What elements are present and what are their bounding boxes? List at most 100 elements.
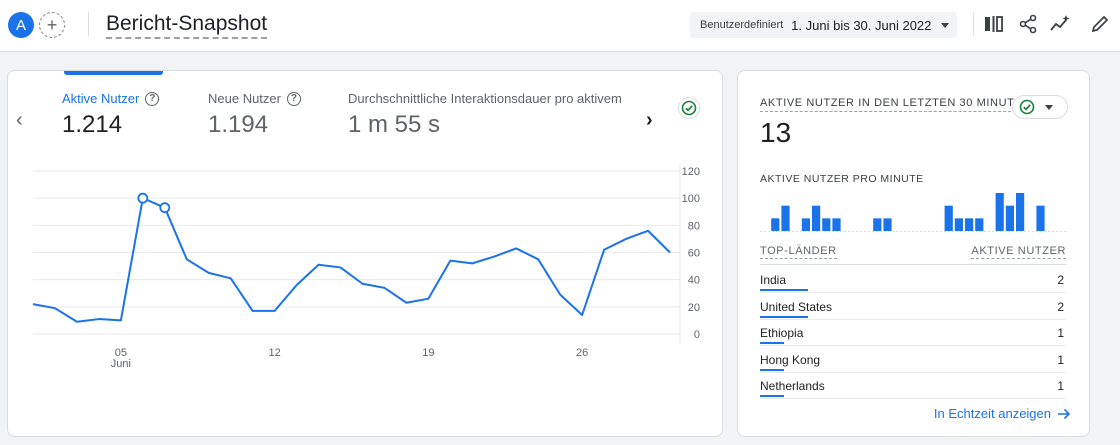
metric-label: Durchschnittliche Interaktionsdauer pro … xyxy=(348,91,638,106)
country-row[interactable]: Hong Kong 1 xyxy=(760,347,1066,373)
minute-bar[interactable] xyxy=(883,218,892,231)
date-range-label: Benutzerdefiniert xyxy=(700,19,784,31)
share-icon[interactable] xyxy=(1016,12,1040,36)
y-tick-label: 0 xyxy=(694,329,700,341)
row-divider xyxy=(760,371,1066,373)
country-value: 2 xyxy=(1057,299,1064,314)
compare-icon[interactable] xyxy=(982,12,1006,36)
check-circle-icon[interactable] xyxy=(678,97,700,119)
check-circle-icon xyxy=(1019,99,1035,115)
country-row[interactable]: Netherlands 1 xyxy=(760,373,1066,399)
minute-bar[interactable] xyxy=(771,218,780,231)
tab-active-users[interactable]: Aktive Nutzer ? 1.214 xyxy=(62,91,160,139)
x-tick-label: 26 xyxy=(576,347,588,359)
country-value: 1 xyxy=(1057,352,1064,367)
y-tick-label: 80 xyxy=(688,220,700,232)
realtime-title[interactable]: AKTIVE NUTZER IN DEN LETZTEN 30 MINUTEN xyxy=(760,97,1031,112)
country-row[interactable]: United States 2 xyxy=(760,294,1066,320)
realtime-count: 13 xyxy=(760,117,792,148)
minute-bar[interactable] xyxy=(873,218,882,231)
country-value: 2 xyxy=(1057,273,1064,287)
edit-icon[interactable] xyxy=(1088,12,1112,36)
minute-bar[interactable] xyxy=(801,218,810,231)
divider xyxy=(760,264,1066,265)
minute-bar[interactable] xyxy=(954,218,963,231)
metric-value: 1.194 xyxy=(208,111,269,138)
country-share-bar xyxy=(760,395,784,397)
data-point-marker[interactable] xyxy=(159,202,171,214)
metric-label-text: Aktive Nutzer xyxy=(62,91,140,106)
minute-bar[interactable] xyxy=(822,218,831,231)
x-tick-label: 12 xyxy=(268,347,280,359)
row-divider xyxy=(760,318,1066,320)
chevron-left-icon[interactable]: ‹ xyxy=(16,109,23,131)
row-divider xyxy=(760,398,1066,399)
row-divider xyxy=(760,292,1066,293)
per-minute-bar-chart xyxy=(760,193,1066,232)
minute-bar[interactable] xyxy=(965,218,974,231)
country-name: United States xyxy=(760,299,833,314)
y-tick-label: 40 xyxy=(688,275,700,287)
user-avatar[interactable]: A xyxy=(8,12,34,38)
country-share-bar xyxy=(760,342,784,344)
y-tick-label: 100 xyxy=(682,193,700,205)
date-range-value: 1. Juni bis 30. Juni 2022 xyxy=(791,17,932,33)
add-comparison-button[interactable]: + xyxy=(39,12,65,38)
y-tick-label: 60 xyxy=(688,248,700,260)
help-icon[interactable]: ? xyxy=(286,91,301,106)
country-name: Hong Kong xyxy=(760,352,821,367)
series-line xyxy=(32,197,671,323)
realtime-filter-button[interactable] xyxy=(1012,95,1068,119)
insights-icon[interactable] xyxy=(1048,12,1072,36)
y-tick-label: 20 xyxy=(688,302,700,314)
country-name: Ethiopia xyxy=(760,326,804,340)
metric-value: 1 m 55 s xyxy=(348,111,441,138)
col-active-users[interactable]: AKTIVE NUTZER xyxy=(971,245,1066,259)
view-realtime-link-label: In Echtzeit anzeigen xyxy=(933,406,1051,421)
minute-bar[interactable] xyxy=(832,218,841,231)
metric-label-text: Neue Nutzer xyxy=(208,91,281,106)
header-divider xyxy=(973,12,974,36)
country-row[interactable]: India 2 xyxy=(760,267,1066,293)
country-value: 1 xyxy=(1057,379,1064,393)
country-value: 1 xyxy=(1057,326,1064,340)
help-icon[interactable]: ? xyxy=(145,91,160,106)
metric-label: Aktive Nutzer ? xyxy=(62,91,160,106)
countries-table-header: TOP-LÄNDER AKTIVE NUTZER xyxy=(760,245,1066,259)
country-name: Netherlands xyxy=(760,379,825,393)
minute-bar[interactable] xyxy=(975,218,984,231)
data-point-marker[interactable] xyxy=(137,192,149,204)
users-trend-card: ‹ Aktive Nutzer ? 1.214 Neue Nutzer ? 1.… xyxy=(7,70,723,437)
active-tab-indicator xyxy=(64,71,163,75)
minute-bar[interactable] xyxy=(812,205,821,231)
chevron-down-icon xyxy=(941,22,950,28)
country-row[interactable]: Ethiopia 1 xyxy=(760,320,1066,346)
country-share-bar xyxy=(760,289,808,291)
minute-bar[interactable] xyxy=(781,205,790,231)
x-tick-sublabel: Juni xyxy=(111,358,131,370)
metric-value: 1.214 xyxy=(62,111,123,138)
minute-bar[interactable] xyxy=(1036,205,1045,231)
minute-bar[interactable] xyxy=(944,205,953,231)
chevron-right-icon[interactable]: › xyxy=(646,109,653,131)
col-top-countries[interactable]: TOP-LÄNDER xyxy=(760,245,837,259)
y-tick-label: 120 xyxy=(682,166,700,178)
country-share-bar xyxy=(760,315,808,318)
metric-label-text: Durchschnittliche Interaktionsdauer pro … xyxy=(348,91,622,106)
minute-bar[interactable] xyxy=(1016,193,1025,231)
page-title[interactable]: Bericht-Snapshot xyxy=(106,12,268,39)
country-share-bar xyxy=(760,368,784,371)
minute-bar[interactable] xyxy=(995,193,1004,231)
country-name: India xyxy=(760,273,787,287)
view-realtime-link[interactable]: In Echtzeit anzeigen xyxy=(934,406,1071,421)
tab-new-users[interactable]: Neue Nutzer ? 1.194 xyxy=(208,91,301,139)
per-minute-label: AKTIVE NUTZER PRO MINUTE xyxy=(760,173,924,185)
metric-label: Neue Nutzer ? xyxy=(208,91,301,106)
tab-avg-engagement[interactable]: Durchschnittliche Interaktionsdauer pro … xyxy=(348,91,638,139)
chevron-down-icon xyxy=(1045,104,1053,110)
header-divider xyxy=(88,12,89,36)
realtime-card: AKTIVE NUTZER IN DEN LETZTEN 30 MINUTEN … xyxy=(737,70,1090,437)
minute-bar[interactable] xyxy=(1005,205,1014,231)
date-range-picker[interactable]: Benutzerdefiniert 1. Juni bis 30. Juni 2… xyxy=(690,12,958,38)
